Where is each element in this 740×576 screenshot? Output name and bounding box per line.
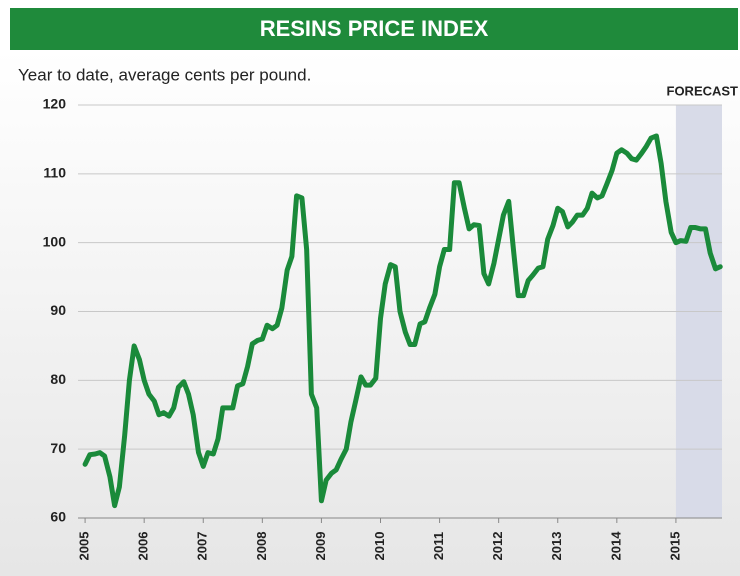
forecast-label: FORECAST xyxy=(667,83,739,98)
chart-title: RESINS PRICE INDEX xyxy=(260,16,489,41)
plot-area: FORECAST 60 70 80 90 100 110 120 2005 2006 2007 200… xyxy=(43,83,738,560)
price-line xyxy=(82,133,723,509)
y-tick-label: 70 xyxy=(50,440,66,456)
x-tick-label: 2011 xyxy=(431,532,446,560)
x-tick-label: 2005 xyxy=(77,532,92,561)
y-tick-label: 90 xyxy=(50,302,66,318)
x-tick-label: 2010 xyxy=(372,532,387,561)
x-tick-label: 2009 xyxy=(313,532,328,561)
x-tick-label: 2012 xyxy=(490,532,505,561)
x-tick-label: 2007 xyxy=(195,532,210,561)
x-tick-label: 2006 xyxy=(136,532,151,561)
x-tick-label: 2015 xyxy=(667,532,682,561)
subtitle: Year to date, average cents per pound. xyxy=(18,65,311,84)
y-tick-label: 110 xyxy=(43,165,66,181)
x-tick-label: 2008 xyxy=(254,532,269,561)
y-tick-label: 100 xyxy=(43,233,67,249)
y-tick-label: 80 xyxy=(50,371,66,387)
header-band xyxy=(10,8,738,50)
x-tick-label: 2013 xyxy=(549,532,564,561)
x-tick-label: 2014 xyxy=(608,531,623,561)
background xyxy=(0,50,740,576)
y-tick-label: 60 xyxy=(50,509,66,525)
y-tick-label: 120 xyxy=(43,96,67,112)
